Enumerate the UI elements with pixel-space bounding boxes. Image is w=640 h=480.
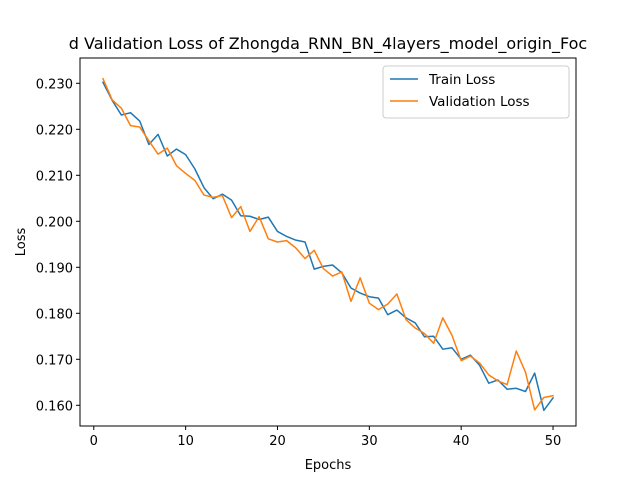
y-tick-label: 0.200 xyxy=(36,215,73,230)
x-axis-ticks: 0 10 20 30 40 50 xyxy=(90,426,562,449)
series-line-train-loss xyxy=(101,81,555,412)
x-tick-label: 0 xyxy=(90,434,98,449)
x-axis-title: Epochs xyxy=(305,458,352,473)
legend-label: Train Loss xyxy=(428,72,495,88)
series-line-validation-loss xyxy=(101,77,554,411)
legend: Train Loss Validation Loss xyxy=(382,65,570,119)
x-tick-label: 30 xyxy=(361,434,378,449)
y-axis-title: Loss xyxy=(14,228,29,257)
y-tick-label: 0.180 xyxy=(36,307,73,322)
legend-box xyxy=(382,65,570,119)
axes-frame xyxy=(79,57,577,427)
y-tick-label: 0.170 xyxy=(36,353,73,368)
x-tick-label: 50 xyxy=(545,434,562,449)
y-tick-label: 0.210 xyxy=(36,169,73,184)
chart-title: d Validation Loss of Zhongda_RNN_BN_4lay… xyxy=(69,34,587,54)
x-tick-label: 20 xyxy=(269,434,286,449)
y-tick-label: 0.220 xyxy=(36,123,73,138)
x-tick-label: 10 xyxy=(177,434,194,449)
y-axis-ticks: 0.160 0.170 0.180 0.190 0.200 0.210 0.220 0.230 xyxy=(36,77,80,414)
y-tick-label: 0.230 xyxy=(36,77,73,92)
legend-label: Validation Loss xyxy=(429,94,530,110)
x-tick-label: 40 xyxy=(453,434,470,449)
series-lines xyxy=(101,77,555,412)
y-tick-label: 0.160 xyxy=(36,399,73,414)
y-tick-label: 0.190 xyxy=(36,261,73,276)
